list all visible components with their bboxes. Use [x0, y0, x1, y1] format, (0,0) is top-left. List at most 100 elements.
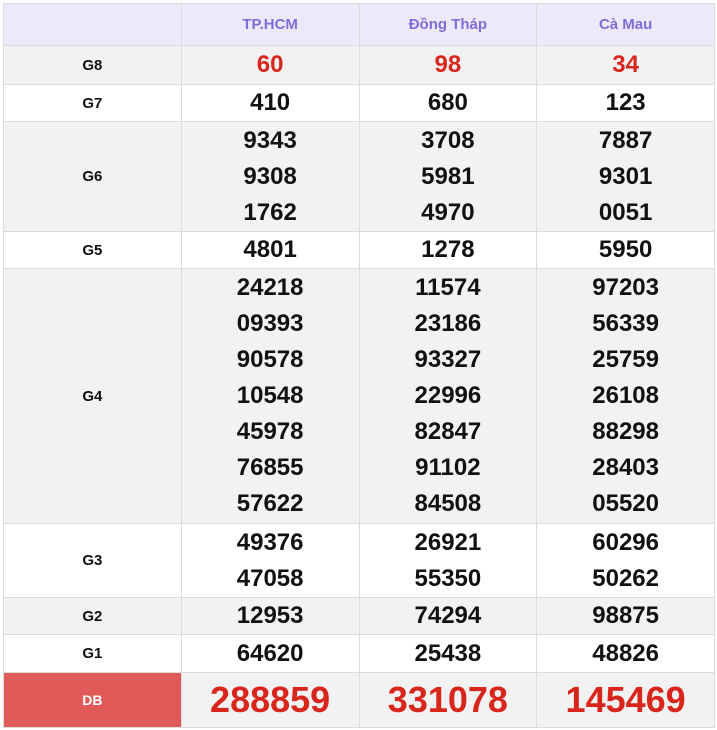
result-cell: 98875 — [536, 597, 715, 635]
result-number: 93327 — [414, 346, 482, 373]
result-number: 47058 — [236, 564, 304, 592]
prize-label: G7 — [3, 84, 182, 122]
result-cell: 4801 — [180, 231, 360, 269]
result-number: 410 — [250, 89, 291, 116]
result-cell: 680 — [358, 84, 538, 122]
result-cell: 145469 — [536, 672, 715, 728]
result-number: 12953 — [236, 602, 304, 629]
result-number: 97203 — [592, 274, 659, 301]
result-number: 22996 — [414, 382, 482, 409]
result-number: 288859 — [210, 679, 331, 720]
prize-row-g8: G8 60 98 34 — [3, 45, 715, 85]
result-cell: 11574 23186 93327 22996 82847 91102 84508 — [358, 268, 538, 524]
result-number: 90578 — [236, 346, 304, 373]
result-number: 5981 — [421, 162, 475, 190]
result-number: 9308 — [243, 162, 297, 190]
result-cell: 331078 — [358, 672, 538, 728]
prize-row-g6: G6 9343 9308 1762 3708 5981 4970 7887 9301 0051 — [3, 121, 715, 232]
result-number: 23186 — [414, 310, 482, 337]
result-cell: 1278 — [358, 231, 538, 269]
result-cell: 97203 56339 25759 26108 88298 28403 05520 — [536, 268, 715, 524]
result-number: 25438 — [414, 639, 482, 667]
result-number: 49376 — [236, 528, 304, 556]
result-number: 26108 — [592, 382, 659, 409]
result-number: 1762 — [243, 198, 297, 226]
result-cell: 60 — [180, 45, 360, 85]
result-number: 145469 — [565, 679, 686, 720]
prize-label: DB — [3, 672, 182, 728]
result-number: 91102 — [415, 454, 481, 481]
prize-label: G1 — [3, 634, 182, 673]
prize-row-g1: G1 64620 25438 48826 — [3, 634, 715, 673]
result-number: 9343 — [243, 126, 297, 154]
prize-row-g4: G4 24218 09393 90578 10548 45978 76855 57622 115… — [3, 268, 715, 524]
result-cell: 25438 — [358, 634, 538, 673]
result-number: 4801 — [243, 236, 297, 263]
corner-cell — [3, 3, 182, 46]
result-number: 57622 — [236, 490, 304, 517]
result-cell: 64620 — [180, 634, 360, 673]
result-cell: 60296 50262 — [536, 523, 715, 598]
result-number: 56339 — [592, 310, 659, 337]
result-cell: 12953 — [180, 597, 360, 635]
column-header: TP.HCM — [180, 3, 360, 46]
result-number: 9301 — [598, 162, 653, 190]
result-cell: 98 — [358, 45, 538, 85]
result-cell: 7887 9301 0051 — [536, 121, 715, 232]
prize-label: G5 — [3, 231, 182, 269]
result-cell: 3708 5981 4970 — [358, 121, 538, 232]
result-cell: 9343 9308 1762 — [180, 121, 360, 232]
result-cell: 34 — [536, 45, 715, 85]
result-cell: 48826 — [536, 634, 715, 673]
result-number: 55350 — [414, 564, 482, 592]
result-number: 1278 — [421, 236, 475, 263]
prize-label: G8 — [3, 45, 182, 85]
result-number: 05520 — [592, 490, 659, 517]
result-number: 84508 — [414, 490, 482, 517]
result-number: 331078 — [387, 679, 508, 720]
result-number: 74294 — [414, 602, 482, 629]
result-number: 60296 — [592, 528, 659, 556]
result-number: 123 — [605, 89, 646, 116]
prize-row-g3: G3 49376 47058 26921 55350 60296 50262 — [3, 523, 715, 598]
prize-row-g5: G5 4801 1278 5950 — [3, 231, 715, 269]
result-cell: 410 — [180, 84, 360, 122]
result-cell: 24218 09393 90578 10548 45978 76855 57622 — [180, 268, 360, 524]
prize-row-db: DB 288859 331078 145469 — [3, 672, 715, 728]
result-number: 25759 — [592, 346, 659, 373]
result-cell: 74294 — [358, 597, 538, 635]
result-number: 10548 — [236, 382, 304, 409]
prize-label: G6 — [3, 121, 182, 232]
result-number: 5950 — [598, 236, 653, 263]
result-number: 60 — [256, 51, 284, 78]
result-number: 4970 — [421, 198, 475, 226]
prize-row-g7: G7 410 680 123 — [3, 84, 715, 122]
result-number: 48826 — [592, 639, 659, 667]
result-cell: 26921 55350 — [358, 523, 538, 598]
lottery-results-table: TP.HCM Đồng Tháp Cà Mau G8 60 98 34 G7 410 680… — [3, 3, 715, 728]
result-number: 11574 — [415, 274, 481, 301]
result-number: 24218 — [236, 274, 304, 301]
prize-row-g2: G2 12953 74294 98875 — [3, 597, 715, 635]
result-number: 82847 — [414, 418, 482, 445]
prize-label: G2 — [3, 597, 182, 635]
result-number: 28403 — [592, 454, 659, 481]
result-number: 76855 — [236, 454, 304, 481]
result-cell: 5950 — [536, 231, 715, 269]
result-number: 98875 — [592, 602, 659, 629]
result-cell: 49376 47058 — [180, 523, 360, 598]
result-number: 88298 — [592, 418, 659, 445]
result-number: 98 — [434, 51, 462, 78]
result-number: 34 — [612, 51, 639, 78]
result-number: 0051 — [598, 198, 653, 226]
column-header: Cà Mau — [536, 3, 715, 46]
result-number: 26921 — [414, 528, 482, 556]
result-number: 50262 — [592, 564, 659, 592]
result-number: 45978 — [236, 418, 304, 445]
result-cell: 123 — [536, 84, 715, 122]
prize-label: G3 — [3, 523, 182, 598]
prize-label: G4 — [3, 268, 182, 524]
result-number: 09393 — [236, 310, 304, 337]
column-header: Đồng Tháp — [358, 3, 538, 46]
result-number: 3708 — [421, 126, 475, 154]
